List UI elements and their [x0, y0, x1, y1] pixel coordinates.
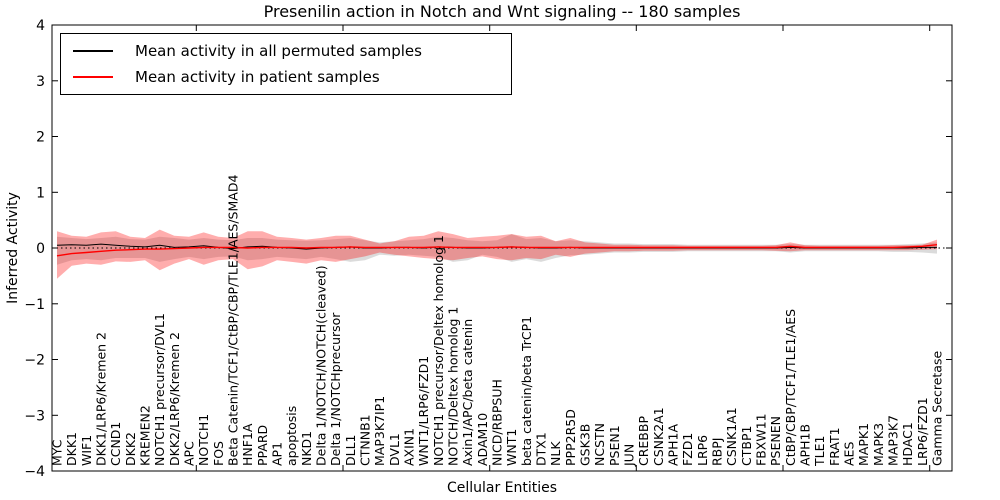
y-tick-label: −3: [24, 408, 45, 424]
x-category-label: DKK1/LRP6/Kremen 2: [94, 332, 109, 466]
x-category-label: CSNK2A1: [651, 407, 666, 466]
permuted-line-swatch: [73, 50, 113, 52]
x-category-label: MAPK1: [856, 423, 871, 466]
x-category-label: Delta 1/NOTCHprecursor: [328, 312, 343, 466]
x-category-label: DTX1: [534, 432, 549, 466]
x-category-label: PSEN1: [607, 425, 622, 466]
x-category-label: WIF1: [79, 435, 94, 466]
x-category-label: FBXW11: [754, 413, 769, 466]
x-category-label: Beta Catenin/TCF1/CtBP/CBP/TLE1/AES/SMAD…: [226, 175, 241, 466]
x-category-label: LRP6: [695, 435, 710, 466]
y-tick-label: −4: [24, 464, 45, 480]
x-category-label: MAP3K7: [886, 415, 901, 466]
x-category-label: FOS: [211, 441, 226, 466]
patient-line-swatch: [73, 76, 113, 78]
x-category-label: AES: [842, 442, 857, 466]
permuted-samples-range-band: [57, 234, 937, 265]
x-category-label: NOTCH1 precursor/Deltex homolog 1: [431, 235, 446, 466]
x-category-label: HNF1A: [240, 423, 255, 466]
x-category-label: Gamma Secretase: [930, 351, 945, 466]
x-category-label: DVL1: [387, 433, 402, 466]
x-category-label: apoptosis: [284, 406, 299, 466]
legend-item-permuted: Mean activity in all permuted samples: [73, 42, 501, 60]
y-tick-label: 1: [36, 185, 45, 201]
x-category-label: APC: [182, 441, 197, 466]
x-category-label: DKK2/LRP6/Kremen 2: [167, 332, 182, 466]
x-category-label: AP1: [270, 442, 285, 466]
x-category-label: FZD1: [680, 433, 695, 466]
x-category-label: NLK: [548, 441, 563, 466]
x-category-label: APH1B: [798, 424, 813, 466]
y-tick-label: 4: [36, 18, 45, 34]
x-category-label: CTNNB1: [358, 414, 373, 466]
x-category-label: PPARD: [255, 425, 270, 466]
x-category-label: Delta 1/NOTCH/NOTCH(cleaved): [314, 265, 329, 466]
x-category-label: AXIN1: [402, 428, 417, 466]
y-tick-label: 2: [36, 130, 45, 146]
x-category-label: NOTCH/Deltex homolog 1: [446, 307, 461, 466]
x-category-label: DKK2: [123, 432, 138, 466]
x-category-label: NKD1: [299, 431, 314, 466]
x-category-label: DKK1: [64, 432, 79, 466]
legend-label-permuted: Mean activity in all permuted samples: [135, 42, 422, 60]
x-category-label: APH1A: [666, 424, 681, 466]
x-category-label: CtBP/CBP/TCF1/TLE1/AES: [783, 309, 798, 466]
x-category-label: WNT1: [504, 429, 519, 466]
legend: Mean activity in all permuted samples Me…: [60, 33, 512, 95]
x-category-label: GSK3B: [578, 424, 593, 466]
x-category-label: PSENEN: [768, 416, 783, 466]
y-tick-label: 3: [36, 74, 45, 90]
x-category-label: NOTCH1 precursor/DVL1: [152, 313, 167, 466]
patient-mean-line: [56, 244, 938, 257]
x-axis-label: Cellular Entities: [446, 480, 558, 496]
x-category-label: MAPK3: [871, 423, 886, 466]
x-category-label: FRAT1: [827, 427, 842, 466]
x-category-label: HDAC1: [900, 422, 915, 466]
x-category-label: ADAM10: [475, 413, 490, 466]
x-category-label: CSNK1A1: [724, 407, 739, 466]
x-category-label: NICD/RBPSUH: [490, 379, 505, 466]
legend-label-patient: Mean activity in patient samples: [135, 68, 380, 86]
x-category-label: Axin1/APC/beta catenin: [460, 319, 475, 466]
y-tick-label: −1: [24, 297, 45, 313]
x-category-label: CCND1: [108, 422, 123, 466]
x-category-label: RBPJ: [710, 438, 725, 467]
x-category-label: MAP3K7IP1: [372, 396, 387, 466]
x-category-label: NOTCH1: [196, 414, 211, 466]
y-tick-label: −2: [24, 353, 45, 369]
x-category-label: LRP6/FZD1: [915, 397, 930, 466]
legend-item-patient: Mean activity in patient samples: [73, 68, 501, 86]
x-category-label: NCSTN: [592, 423, 607, 466]
x-category-label: CTBP1: [739, 426, 754, 466]
x-category-label: DLL1: [343, 434, 358, 466]
x-category-label: KREMEN2: [138, 405, 153, 466]
x-category-label: PPP2R5D: [563, 409, 578, 466]
x-category-label: CREBBP: [636, 416, 651, 466]
x-category-label: WNT1/LRP6/FZD1: [416, 356, 431, 466]
chart-title: Presenilin action in Notch and Wnt signa…: [263, 2, 741, 21]
patient-samples-range-band: [57, 229, 937, 279]
x-category-label: beta catenin/beta TrCP1: [519, 316, 534, 466]
y-tick-label: 0: [36, 241, 45, 257]
y-axis-label: Inferred Activity: [5, 192, 21, 304]
x-category-label: TLE1: [812, 436, 827, 467]
x-category-label: MYC: [50, 439, 65, 466]
x-category-label: JUN: [622, 444, 637, 467]
